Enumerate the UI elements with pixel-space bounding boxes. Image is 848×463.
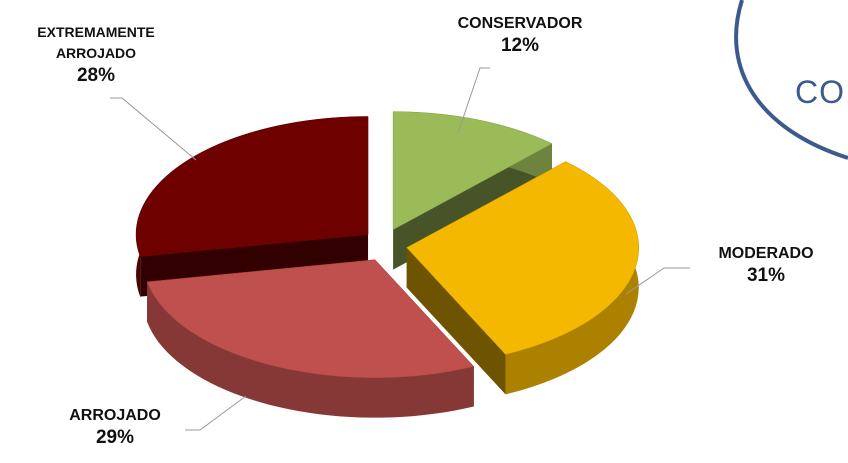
data-label: ARROJADO 29% [69,406,161,450]
pie [135,111,639,418]
slice [135,116,369,257]
category-label: ARROJADO [69,407,161,424]
data-label: MODERADO 31% [718,244,813,288]
leader-line [625,267,690,295]
slice-wall [406,247,506,395]
category-label: MODERADO [718,245,814,262]
slice-side [147,281,474,418]
data-label: CONSERVADOR 12% [458,14,583,58]
category-label: EXTREMAMENTE ARROJADO [37,24,155,61]
value-label: 29% [95,427,135,448]
value-label: 31% [746,265,786,286]
leader-lines [110,67,690,431]
leader-line [110,97,197,161]
value-label: 12% [500,35,540,56]
slice [392,111,553,231]
slice [146,259,475,378]
data-label: EXTREMAMENTE ARROJADO 28% [6,22,186,88]
category-label: CONSERVADOR [457,15,583,32]
leader-line [457,67,490,134]
value-label: 28% [76,65,116,86]
background-text: CO [795,74,845,110]
slice [406,161,639,355]
leader-line [185,395,247,431]
decor-arc [734,0,848,160]
